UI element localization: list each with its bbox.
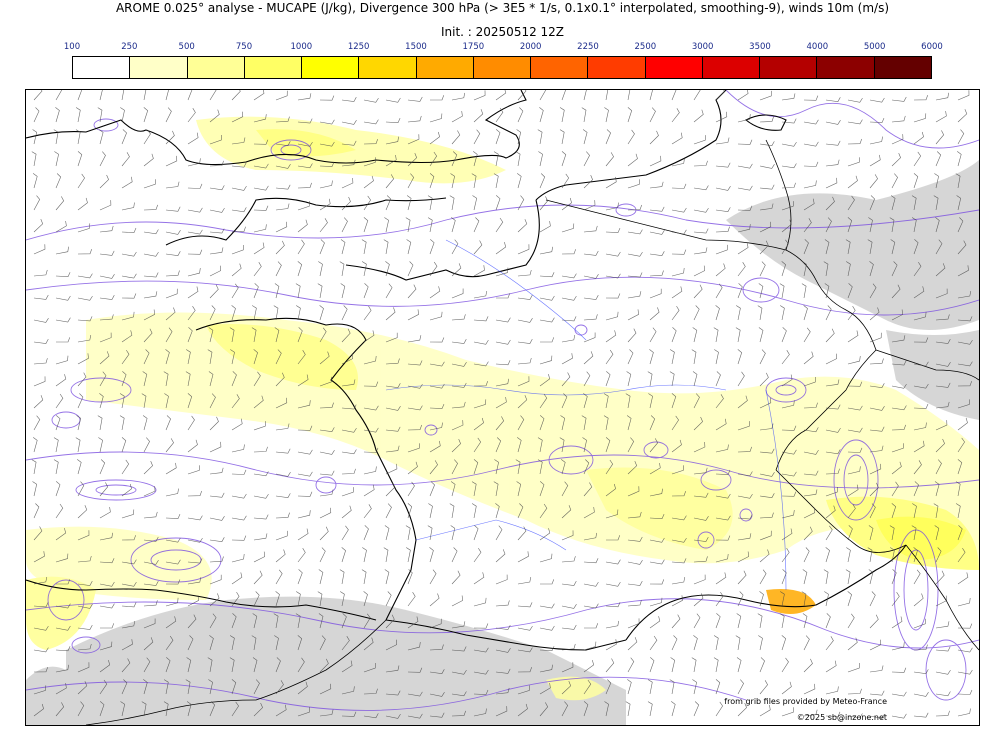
- colorbar-segment: [359, 57, 417, 78]
- colorbar-tick-label: 100: [63, 42, 81, 52]
- colorbar-tick-label: 1750: [462, 42, 485, 52]
- colorbar-segment: [416, 57, 474, 78]
- colorbar-segment: [302, 57, 360, 78]
- colorbar-segment: [73, 57, 131, 78]
- colorbar-tick-label: 4000: [806, 42, 829, 52]
- borders: [85, 139, 979, 725]
- colorbar-tick-label: 5000: [863, 42, 886, 52]
- colorbar-segment: [187, 57, 245, 78]
- map-panel: [25, 89, 980, 726]
- colorbar-tick-label: 3500: [749, 42, 771, 52]
- colorbar-tick-label: 1500: [405, 42, 427, 52]
- source-credit: from grib files provided by Meteo-France: [724, 697, 887, 706]
- chart-title: AROME 0.025° analyse - MUCAPE (J/kg), Di…: [115, 1, 890, 15]
- colorbar-segment: [531, 57, 589, 78]
- colorbar-tick-label: 2250: [577, 42, 599, 52]
- colorbar-tick-label: 500: [178, 42, 195, 52]
- colorbar-segment: [874, 57, 931, 78]
- colorbar-segment: [702, 57, 761, 78]
- copyright-credit: ©2025 sb@inzone.net: [796, 713, 887, 722]
- rivers: [385, 239, 787, 591]
- colorbar: [72, 56, 932, 79]
- colorbar-segment: [817, 57, 875, 78]
- colorbar-tick-label: 3000: [691, 42, 714, 52]
- colorbar-tick-label: 750: [235, 42, 253, 52]
- coastlines: [26, 90, 907, 651]
- wind-barbs: [31, 90, 973, 719]
- colorbar-segment: [588, 57, 646, 78]
- colorbar-segment: [130, 57, 188, 78]
- colorbar-tick-label: 1000: [290, 42, 313, 52]
- colorbar-segment: [645, 57, 703, 78]
- colorbar-segment: [244, 57, 303, 78]
- colorbar-tick-label: 6000: [921, 42, 943, 52]
- init-time: Init. : 20250512 12Z: [440, 25, 565, 39]
- colorbar-tick-label: 2500: [634, 42, 657, 52]
- colorbar-tick-label: 1250: [347, 42, 370, 52]
- colorbar-tick-label: 2000: [519, 42, 542, 52]
- colorbar-segment: [473, 57, 532, 78]
- colorbar-tick-label: 250: [121, 42, 138, 52]
- colorbar-segment: [760, 57, 818, 78]
